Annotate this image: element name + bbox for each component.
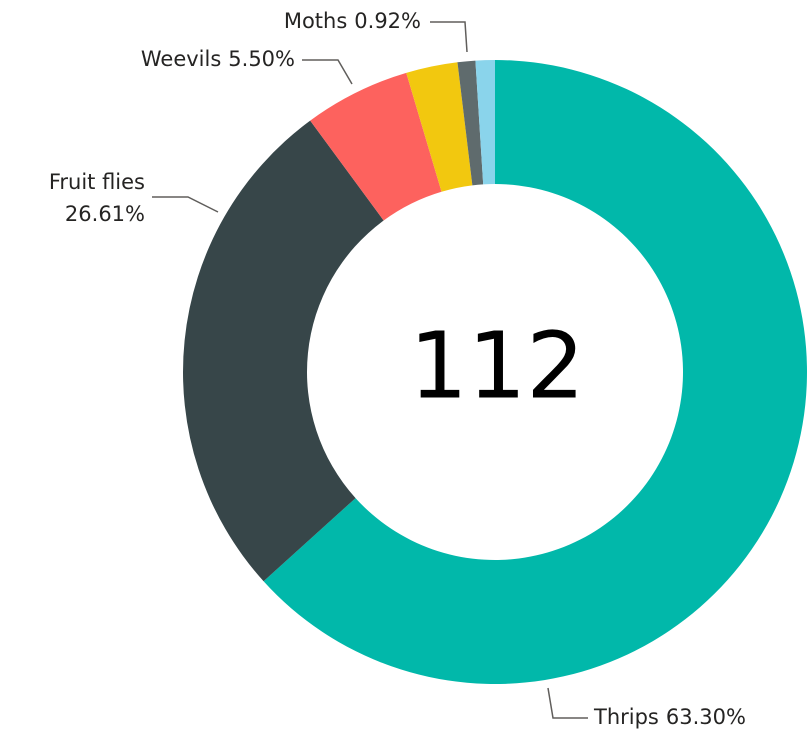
data-label: Thrips 63.30% <box>593 705 746 729</box>
label-category: Moths <box>284 9 347 33</box>
label-category: Thrips <box>593 705 659 729</box>
leader-line <box>430 21 468 53</box>
leader-line <box>152 196 219 213</box>
donut-slice <box>310 72 442 221</box>
leader-line <box>302 59 353 85</box>
donut-slice <box>406 62 473 192</box>
label-value: 26.61% <box>65 202 145 226</box>
label-value: 63.30% <box>666 705 746 729</box>
label-category: Fruit flies <box>49 170 145 194</box>
data-label: Weevils 5.50% <box>141 47 295 71</box>
data-label: Fruit flies 26.61% <box>49 170 145 226</box>
data-label: Moths 0.92% <box>284 9 421 33</box>
center-total: 112 <box>409 312 585 419</box>
donut-slice <box>263 60 807 684</box>
donut-slice <box>457 60 484 186</box>
donut-slice <box>475 60 495 185</box>
donut-slice <box>183 120 384 582</box>
label-value: 5.50% <box>228 47 295 71</box>
leader-line <box>547 687 588 719</box>
label-category: Weevils <box>141 47 221 71</box>
label-value: 0.92% <box>354 9 421 33</box>
donut <box>183 60 807 684</box>
